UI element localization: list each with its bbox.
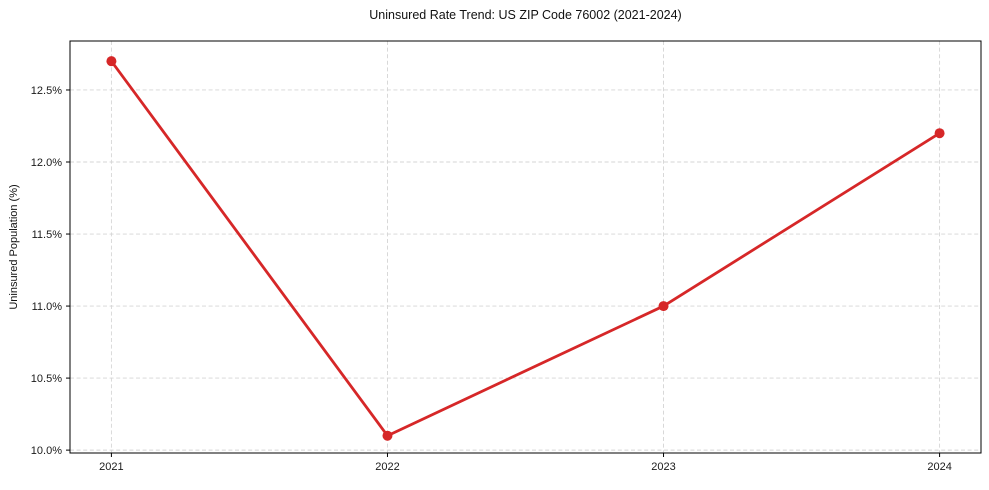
x-tick-label: 2021 [99, 461, 123, 473]
y-tick-label: 10.5% [31, 373, 62, 385]
data-point-2024 [934, 128, 945, 139]
chart-title: Uninsured Rate Trend: US ZIP Code 76002 … [369, 8, 682, 22]
x-tick-label: 2024 [927, 461, 951, 473]
plot-border [69, 40, 982, 454]
y-tick-label: 11.0% [32, 301, 63, 313]
x-tick-label: 2022 [375, 461, 399, 473]
y-tick-label: 11.5% [32, 229, 63, 241]
data-point-2022 [382, 430, 393, 441]
trend-line [110, 59, 941, 438]
y-tick-label: 10.0% [31, 445, 62, 457]
data-point-2021 [106, 56, 117, 67]
data-point-2023 [658, 301, 669, 312]
x-tick-label: 2023 [651, 461, 675, 473]
y-axis-label: Uninsured Population (%) [8, 184, 20, 310]
y-tick-label: 12.0% [31, 157, 62, 169]
y-tick-label: 12.5% [31, 85, 62, 97]
